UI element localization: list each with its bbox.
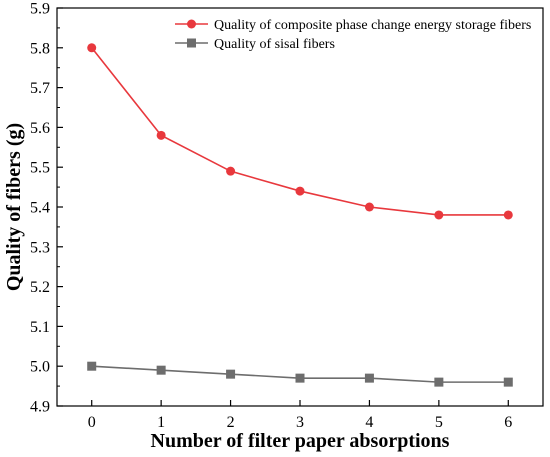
x-tick-label: 6 — [504, 414, 512, 431]
plot-area-frame — [56, 7, 544, 407]
y-tick-label: 5.7 — [30, 80, 50, 97]
y-tick-label: 4.9 — [30, 399, 50, 416]
data-point — [87, 361, 97, 371]
x-axis-ticks: 0 1 2 3 4 5 6 — [88, 400, 512, 431]
data-point — [156, 130, 166, 140]
legend-label: Quality of composite phase change energy… — [214, 18, 531, 33]
y-tick-label: 5.6 — [30, 120, 50, 137]
legend-marker — [187, 19, 196, 29]
x-tick-label: 5 — [435, 414, 443, 431]
legend-label: Quality of sisal fibers — [214, 37, 335, 52]
data-point — [87, 43, 97, 53]
data-point — [295, 373, 305, 383]
data-point — [434, 377, 444, 387]
y-tick-label: 5.8 — [30, 40, 50, 57]
y-tick-label: 5.3 — [30, 239, 50, 256]
legend: Quality of composite phase change energy… — [175, 18, 531, 52]
legend-marker — [187, 38, 196, 48]
data-point — [364, 202, 374, 212]
y-tick-label: 5.2 — [30, 279, 50, 296]
y-axis-ticks: 4.9 5.0 5.1 5.2 5.3 5.4 5.5 5.6 5.7 5.8 5.9 — [30, 1, 63, 416]
y-tick-label: 5.5 — [30, 160, 50, 177]
data-point — [156, 365, 166, 375]
y-tick-label: 5.1 — [30, 319, 50, 336]
x-tick-label: 4 — [365, 414, 373, 431]
x-tick-label: 1 — [157, 414, 165, 431]
y-tick-label: 5.4 — [30, 200, 50, 217]
data-point — [503, 377, 513, 387]
y-tick-label: 5.9 — [30, 1, 50, 18]
data-point — [295, 186, 305, 196]
y-tick-label: 5.0 — [30, 359, 50, 376]
series-layer — [87, 43, 513, 387]
x-tick-label: 2 — [227, 414, 235, 431]
data-point — [226, 166, 236, 176]
y-axis-title: Quality of fibers (g) — [3, 123, 25, 291]
x-tick-label: 0 — [88, 414, 96, 431]
data-point — [503, 210, 513, 220]
x-axis-title: Number of filter paper absorptions — [151, 430, 450, 452]
data-point — [364, 373, 374, 383]
data-point — [226, 369, 236, 379]
x-tick-label: 3 — [296, 414, 304, 431]
data-point — [434, 210, 444, 220]
